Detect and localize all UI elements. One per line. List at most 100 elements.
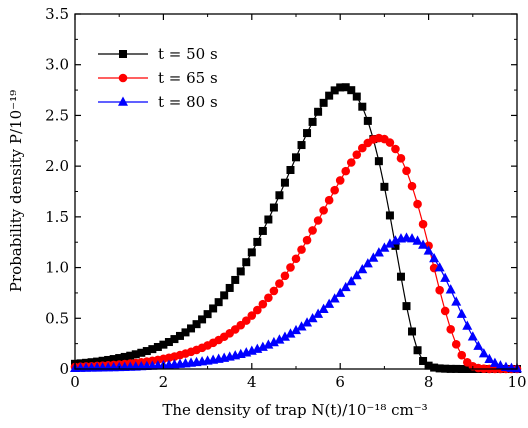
- data-point: [115, 354, 124, 363]
- data-point: [192, 320, 201, 329]
- data-point: [280, 178, 289, 187]
- data-point: [258, 226, 267, 235]
- data-point: [292, 153, 300, 162]
- y-tick-label: 2.0: [45, 157, 69, 175]
- data-point: [379, 242, 390, 252]
- data-point: [418, 219, 428, 229]
- data-point: [341, 83, 350, 92]
- data-point: [407, 181, 417, 191]
- data-point: [126, 351, 135, 360]
- data-point: [242, 258, 251, 267]
- data-point: [279, 331, 290, 341]
- data-point: [109, 355, 118, 364]
- data-point: [335, 287, 346, 297]
- data-point: [391, 144, 400, 154]
- data-point: [198, 315, 207, 324]
- data-point: [307, 312, 318, 323]
- data-point: [98, 356, 107, 365]
- data-point: [131, 350, 140, 359]
- data-point: [408, 327, 417, 336]
- data-point: [402, 302, 411, 311]
- data-point: [302, 235, 312, 245]
- data-point: [352, 150, 362, 159]
- data-point: [445, 284, 456, 294]
- data-point: [153, 342, 162, 351]
- data-point: [440, 272, 451, 282]
- data-point: [203, 310, 212, 319]
- x-tick-label: 6: [335, 373, 345, 391]
- data-point: [346, 158, 356, 167]
- data-point: [175, 331, 184, 340]
- data-point: [440, 306, 450, 316]
- legend-item: t = 65 s: [98, 69, 218, 87]
- data-point: [170, 335, 179, 344]
- data-point: [384, 238, 395, 248]
- data-point: [374, 157, 383, 166]
- data-point: [297, 141, 306, 150]
- data-point: [142, 347, 151, 356]
- y-tick-label: 0: [59, 360, 69, 378]
- x-axis-label: The density of trap N(t)/10⁻¹⁸ cm⁻³: [162, 401, 427, 419]
- data-point: [373, 247, 384, 257]
- data-point: [362, 258, 373, 268]
- data-point: [303, 129, 312, 138]
- data-point: [423, 245, 434, 255]
- data-point: [446, 325, 456, 334]
- data-point: [456, 308, 467, 318]
- data-point: [324, 298, 335, 308]
- data-point: [418, 239, 429, 249]
- data-point: [412, 235, 423, 245]
- legend-marker: [119, 50, 127, 58]
- data-point: [314, 107, 323, 116]
- data-point: [258, 299, 268, 309]
- data-point: [352, 92, 361, 101]
- data-point: [274, 334, 285, 344]
- data-point: [473, 340, 484, 350]
- data-point: [93, 357, 102, 366]
- data-point: [396, 154, 406, 163]
- data-point: [209, 304, 218, 313]
- data-point: [357, 263, 368, 274]
- data-point: [429, 252, 440, 263]
- series-circle: [70, 133, 522, 374]
- x-tick-label: 0: [70, 373, 80, 391]
- plot-area: [70, 83, 522, 374]
- data-point: [285, 328, 296, 338]
- data-point: [148, 345, 157, 354]
- data-point: [340, 281, 351, 292]
- data-point: [253, 305, 262, 315]
- data-point: [467, 331, 478, 341]
- legend: t = 50 s t = 65 s t = 80 s: [98, 45, 218, 111]
- data-point: [329, 293, 340, 303]
- axes: 0 2 4 6 8 10 0 0.5 1.0 1.5 2.0 2.5 3.0 3.5: [45, 5, 526, 391]
- data-point: [351, 269, 362, 280]
- data-point: [385, 138, 395, 147]
- x-tick-label: 10: [507, 373, 526, 391]
- data-point: [269, 286, 279, 296]
- y-tick-label: 3.0: [45, 56, 69, 74]
- data-point: [296, 321, 307, 331]
- plot-frame: [74, 13, 518, 370]
- data-point: [313, 308, 324, 318]
- data-point: [286, 263, 295, 272]
- data-point: [247, 311, 257, 320]
- data-point: [495, 360, 506, 370]
- data-point: [319, 98, 328, 107]
- data-point: [385, 211, 394, 220]
- data-point: [291, 324, 301, 335]
- data-point: [380, 182, 389, 191]
- data-point: [402, 166, 411, 176]
- y-tick-label: 1.5: [45, 208, 69, 226]
- data-point: [324, 195, 334, 205]
- y-tick-label: 3.5: [45, 5, 69, 23]
- y-axis-label: Probability density P/10⁻¹⁹: [7, 90, 25, 292]
- data-point: [346, 275, 357, 286]
- data-point: [478, 348, 489, 358]
- data-point: [430, 363, 439, 372]
- data-point: [164, 338, 173, 347]
- data-point: [236, 267, 245, 276]
- data-point: [484, 353, 495, 363]
- y-tick-label: 1.0: [45, 259, 69, 277]
- data-point: [325, 91, 334, 100]
